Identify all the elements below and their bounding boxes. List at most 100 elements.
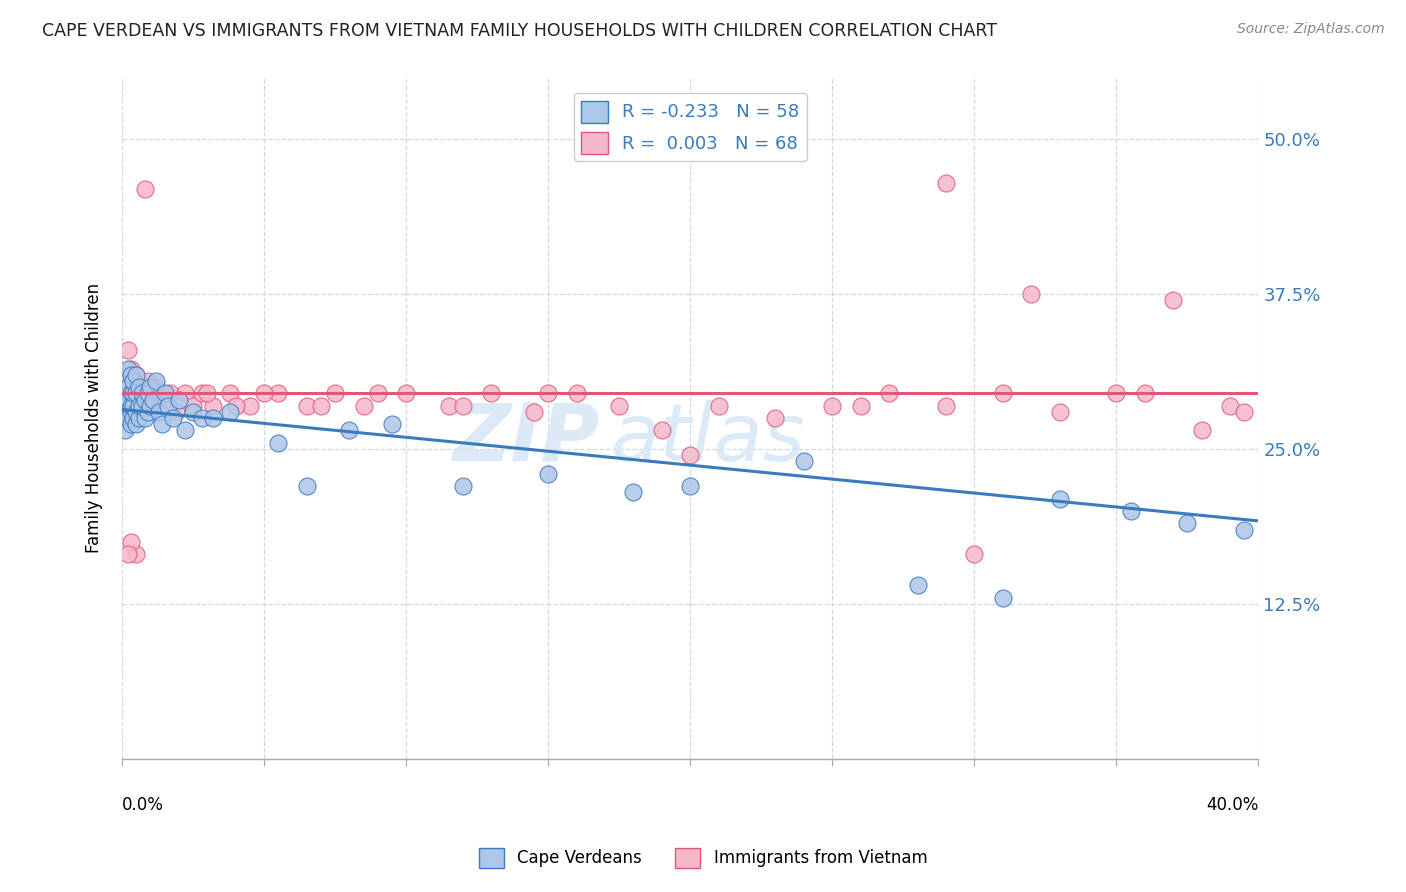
Point	[1119, 504, 1142, 518]
Point	[295, 399, 318, 413]
Point	[523, 405, 546, 419]
Point	[117, 548, 139, 562]
Point	[239, 399, 262, 413]
Point	[125, 368, 148, 382]
Point	[148, 405, 170, 419]
Point	[1133, 386, 1156, 401]
Point	[190, 386, 212, 401]
Point	[120, 405, 142, 419]
Point	[142, 399, 165, 413]
Point	[201, 399, 224, 413]
Point	[153, 399, 176, 413]
Point	[156, 399, 179, 413]
Point	[1019, 287, 1042, 301]
Point	[117, 380, 139, 394]
Point	[381, 417, 404, 432]
Point	[125, 368, 148, 382]
Point	[128, 380, 150, 394]
Point	[565, 386, 588, 401]
Point	[139, 399, 162, 413]
Text: Source: ZipAtlas.com: Source: ZipAtlas.com	[1237, 22, 1385, 37]
Point	[537, 467, 560, 481]
Point	[607, 399, 630, 413]
Point	[323, 386, 346, 401]
Point	[134, 380, 156, 394]
Point	[125, 405, 148, 419]
Text: ZIP: ZIP	[451, 400, 599, 477]
Point	[120, 361, 142, 376]
Point	[1049, 491, 1071, 506]
Point	[136, 405, 159, 419]
Point	[128, 399, 150, 413]
Point	[114, 424, 136, 438]
Point	[353, 399, 375, 413]
Point	[165, 405, 187, 419]
Point	[907, 578, 929, 592]
Text: 40.0%: 40.0%	[1206, 797, 1258, 814]
Point	[219, 386, 242, 401]
Point	[679, 479, 702, 493]
Point	[451, 479, 474, 493]
Point	[128, 411, 150, 425]
Point	[1177, 516, 1199, 531]
Point	[167, 392, 190, 407]
Point	[623, 485, 645, 500]
Point	[117, 392, 139, 407]
Point	[267, 386, 290, 401]
Point	[145, 380, 167, 394]
Point	[309, 399, 332, 413]
Point	[991, 386, 1014, 401]
Point	[181, 399, 204, 413]
Point	[1161, 293, 1184, 308]
Point	[131, 399, 153, 413]
Point	[134, 399, 156, 413]
Point	[190, 411, 212, 425]
Point	[120, 417, 142, 432]
Point	[1233, 405, 1256, 419]
Point	[479, 386, 502, 401]
Point	[991, 591, 1014, 605]
Point	[181, 405, 204, 419]
Point	[122, 399, 145, 413]
Point	[117, 361, 139, 376]
Point	[145, 374, 167, 388]
Point	[122, 380, 145, 394]
Point	[849, 399, 872, 413]
Point	[128, 380, 150, 394]
Point	[195, 386, 218, 401]
Point	[131, 386, 153, 401]
Point	[125, 386, 148, 401]
Point	[136, 374, 159, 388]
Point	[120, 399, 142, 413]
Y-axis label: Family Households with Children: Family Households with Children	[86, 283, 103, 553]
Point	[1049, 405, 1071, 419]
Point	[1191, 424, 1213, 438]
Point	[963, 548, 986, 562]
Point	[131, 386, 153, 401]
Point	[122, 411, 145, 425]
Point	[225, 399, 247, 413]
Point	[153, 386, 176, 401]
Point	[1233, 523, 1256, 537]
Point	[134, 182, 156, 196]
Point	[765, 411, 787, 425]
Point	[935, 176, 957, 190]
Point	[122, 374, 145, 388]
Point	[136, 386, 159, 401]
Point	[134, 411, 156, 425]
Point	[651, 424, 673, 438]
Point	[173, 386, 195, 401]
Point	[337, 424, 360, 438]
Point	[150, 417, 173, 432]
Point	[114, 374, 136, 388]
Point	[201, 411, 224, 425]
Point	[142, 392, 165, 407]
Point	[253, 386, 276, 401]
Point	[125, 548, 148, 562]
Point	[120, 368, 142, 382]
Point	[148, 386, 170, 401]
Point	[139, 380, 162, 394]
Legend: Cape Verdeans, Immigrants from Vietnam: Cape Verdeans, Immigrants from Vietnam	[472, 841, 934, 875]
Point	[122, 405, 145, 419]
Point	[134, 392, 156, 407]
